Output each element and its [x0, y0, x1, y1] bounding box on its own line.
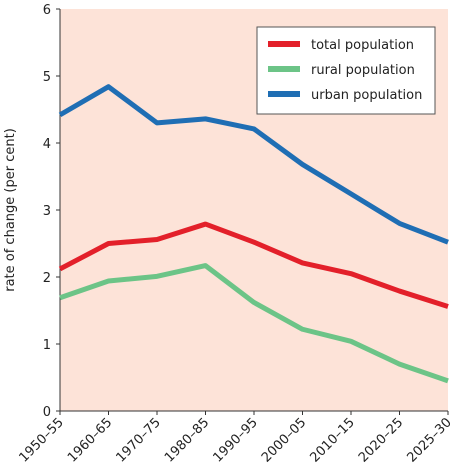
series-line-total	[58, 221, 449, 309]
x-tick-label: 1990–95	[211, 415, 261, 465]
x-tick-label: 1980–85	[162, 415, 212, 465]
y-tick-label: 4	[43, 137, 51, 152]
series-line-urban	[58, 84, 449, 245]
y-axis-ticks: 0 1 2 3 4 5 6	[43, 3, 60, 420]
y-axis-label: rate of change (per cent)	[3, 128, 18, 292]
x-axis-ticks: 1950–551960–651970–751980–851990–952000–…	[17, 411, 455, 465]
y-tick-label: 6	[43, 3, 51, 18]
x-tick-label: 1960–65	[65, 415, 115, 465]
legend-label: rural population	[311, 63, 415, 78]
x-tick-label: 2020–25	[356, 415, 406, 465]
y-tick-label: 0	[43, 405, 51, 420]
x-tick-label: 2025–30	[405, 415, 455, 465]
x-tick-label: 1970–75	[114, 415, 164, 465]
y-tick-label: 2	[43, 271, 51, 286]
legend-label: urban population	[311, 88, 422, 103]
x-tick-label: 1950–55	[17, 415, 67, 465]
x-tick-label: 2000–05	[259, 415, 309, 465]
legend-label: total population	[311, 38, 414, 53]
y-tick-label: 3	[43, 204, 51, 219]
y-tick-label: 5	[43, 70, 51, 85]
legend: total population rural population urban po…	[256, 26, 436, 115]
series-line-rural	[59, 263, 449, 384]
y-tick-label: 1	[43, 338, 51, 353]
series-lines	[58, 84, 449, 384]
x-tick-label: 2010–15	[308, 415, 358, 465]
